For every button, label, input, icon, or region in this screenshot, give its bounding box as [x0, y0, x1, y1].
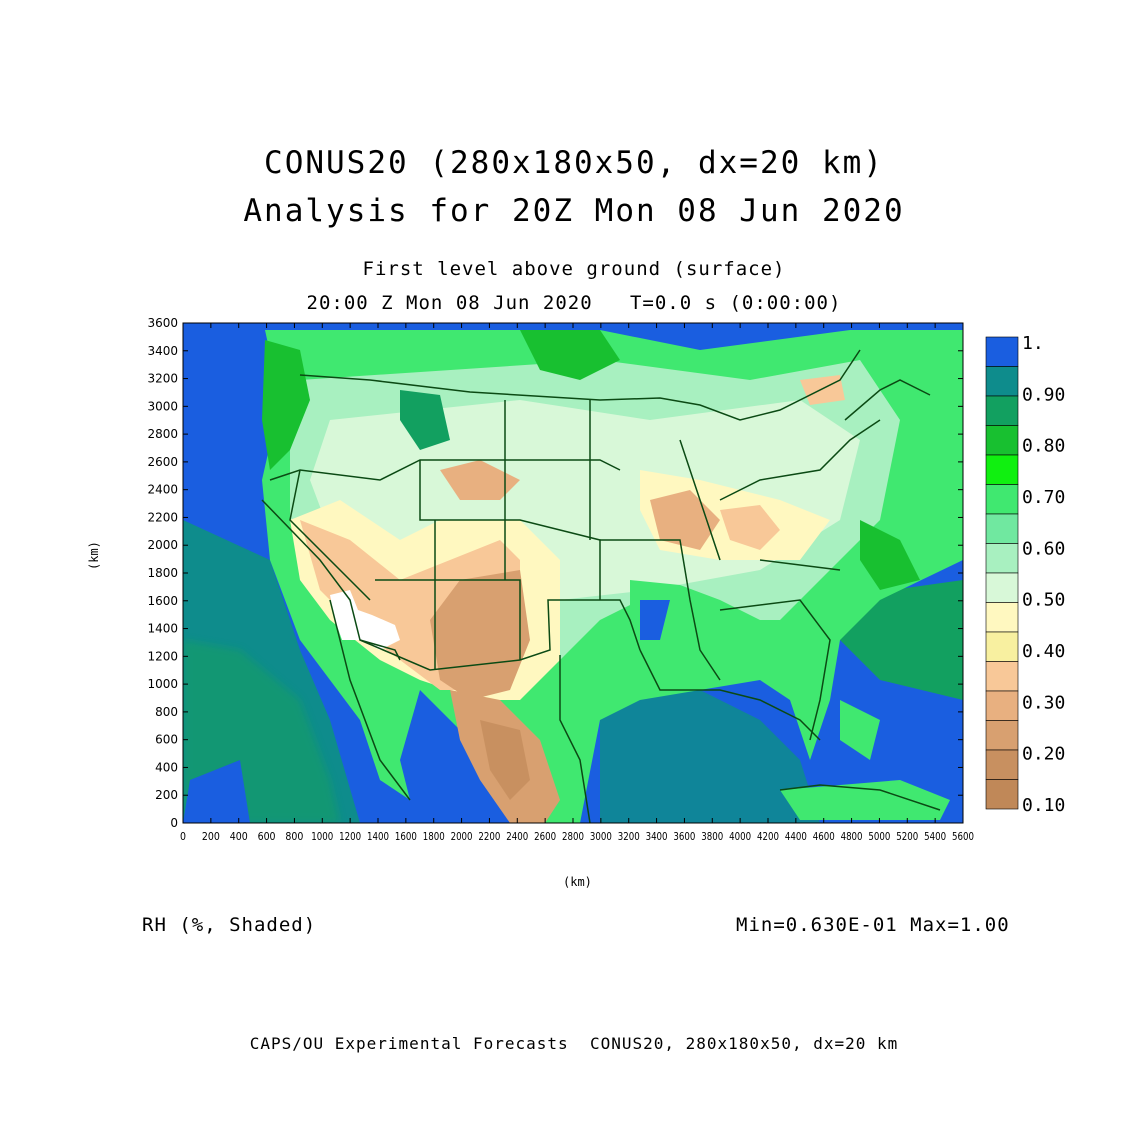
x-tick-label: 1800	[423, 830, 445, 843]
x-tick-label: 600	[258, 830, 276, 843]
y-tick-label: 3200	[147, 372, 178, 386]
x-tick-label: 2800	[562, 830, 584, 843]
colorbar-swatch	[985, 484, 1019, 515]
geographic-boundaries	[261, 349, 941, 823]
y-tick-label: 0	[170, 816, 178, 830]
x-tick-label: 4200	[757, 830, 779, 843]
x-tick-label: 2000	[451, 830, 473, 843]
colorbar-swatch	[985, 543, 1019, 574]
x-tick-label: 1000	[311, 830, 333, 843]
colorbar-swatch	[985, 602, 1019, 633]
field-minmax: Min=0.630E-01 Max=1.00	[736, 914, 1010, 936]
x-axis-ticks: 0 200 400 600 800 1000 1200 1400 1600 1800 2000 220…	[180, 323, 974, 843]
field-label: RH (%, Shaded)	[142, 914, 317, 936]
x-tick-label: 1200	[339, 830, 361, 843]
colorbar-label: 0.70	[1022, 487, 1065, 508]
x-tick-label: 4400	[785, 830, 807, 843]
y-tick-label: 1800	[147, 566, 178, 580]
x-tick-label: 5200	[896, 830, 918, 843]
colorbar-label: 0.20	[1022, 744, 1065, 765]
y-tick-label: 2800	[147, 427, 178, 441]
x-tick-label: 3400	[646, 830, 668, 843]
colorbar-label: 0.80	[1022, 436, 1065, 457]
map-title-line2: Analysis for 20Z Mon 08 Jun 2020	[243, 193, 905, 229]
map-subtitle-time: 20:00 Z Mon 08 Jun 2020 T=0.0 s (0:00:00…	[306, 292, 842, 314]
y-tick-label: 3400	[147, 344, 178, 358]
map-title-line1: CONUS20 (280x180x50, dx=20 km)	[264, 145, 884, 181]
colorbar-swatch	[985, 425, 1019, 456]
x-tick-label: 3000	[590, 830, 612, 843]
x-tick-label: 200	[202, 830, 220, 843]
colorbar-label: 0.90	[1022, 384, 1065, 405]
colorbar-label: 0.60	[1022, 538, 1065, 559]
y-tick-label: 2000	[147, 538, 178, 552]
colorbar-swatch	[985, 749, 1019, 780]
colorbar-swatch	[985, 572, 1019, 603]
x-tick-label: 2400	[506, 830, 528, 843]
y-tick-label: 1200	[147, 649, 178, 663]
colorbar-swatch	[985, 336, 1019, 367]
colorbar-swatch	[985, 779, 1019, 810]
x-tick-label: 5000	[868, 830, 890, 843]
y-tick-label: 1400	[147, 622, 178, 636]
colorbar-swatch	[985, 395, 1019, 426]
footer-credit: CAPS/OU Experimental Forecasts CONUS20, …	[249, 1034, 899, 1053]
colorbar-label: 1.	[1022, 333, 1044, 354]
x-tick-label: 4800	[841, 830, 863, 843]
y-tick-label: 2600	[147, 455, 178, 469]
y-tick-label: 2400	[147, 483, 178, 497]
y-tick-label: 3000	[147, 399, 178, 413]
colorbar-swatch	[985, 631, 1019, 662]
x-tick-label: 4000	[729, 830, 751, 843]
x-tick-label: 2200	[478, 830, 500, 843]
colorbar-swatch	[985, 720, 1019, 751]
x-tick-label: 4600	[813, 830, 835, 843]
map-subtitle-level: First level above ground (surface)	[362, 258, 786, 280]
x-tick-label: 400	[230, 830, 248, 843]
y-axis-ticks: 0 200 400 600 800 1000 1200 1400 1600 1800 2000 220…	[147, 316, 963, 830]
colorbar-label: 0.10	[1022, 795, 1065, 816]
x-tick-label: 800	[285, 830, 303, 843]
x-axis-label: (km)	[563, 875, 592, 889]
x-tick-label: 3800	[701, 830, 723, 843]
x-tick-label: 1600	[395, 830, 417, 843]
colorbar-label: 0.30	[1022, 692, 1065, 713]
x-tick-label: 5600	[952, 830, 974, 843]
y-tick-label: 600	[155, 733, 178, 747]
colorbar-swatch	[985, 454, 1019, 485]
x-tick-label: 3200	[618, 830, 640, 843]
x-tick-label: 0	[180, 830, 186, 843]
y-tick-label: 800	[155, 705, 178, 719]
y-tick-label: 1600	[147, 594, 178, 608]
y-tick-label: 200	[155, 788, 178, 802]
colorbar-label: 0.50	[1022, 590, 1065, 611]
x-tick-label: 1400	[367, 830, 389, 843]
y-axis-label: (km)	[87, 541, 101, 570]
colorbar-swatch	[985, 366, 1019, 397]
colorbar-swatch	[985, 513, 1019, 544]
x-tick-label: 3600	[673, 830, 695, 843]
rh-shaded-field	[183, 323, 963, 823]
y-tick-label: 3600	[147, 316, 178, 330]
y-tick-label: 400	[155, 760, 178, 774]
colorbar-label: 0.40	[1022, 641, 1065, 662]
y-tick-label: 2200	[147, 510, 178, 524]
x-tick-label: 5400	[924, 830, 946, 843]
colorbar-swatch	[985, 661, 1019, 692]
y-tick-label: 1000	[147, 677, 178, 691]
colorbar-swatch	[985, 690, 1019, 721]
x-tick-label: 2600	[534, 830, 556, 843]
